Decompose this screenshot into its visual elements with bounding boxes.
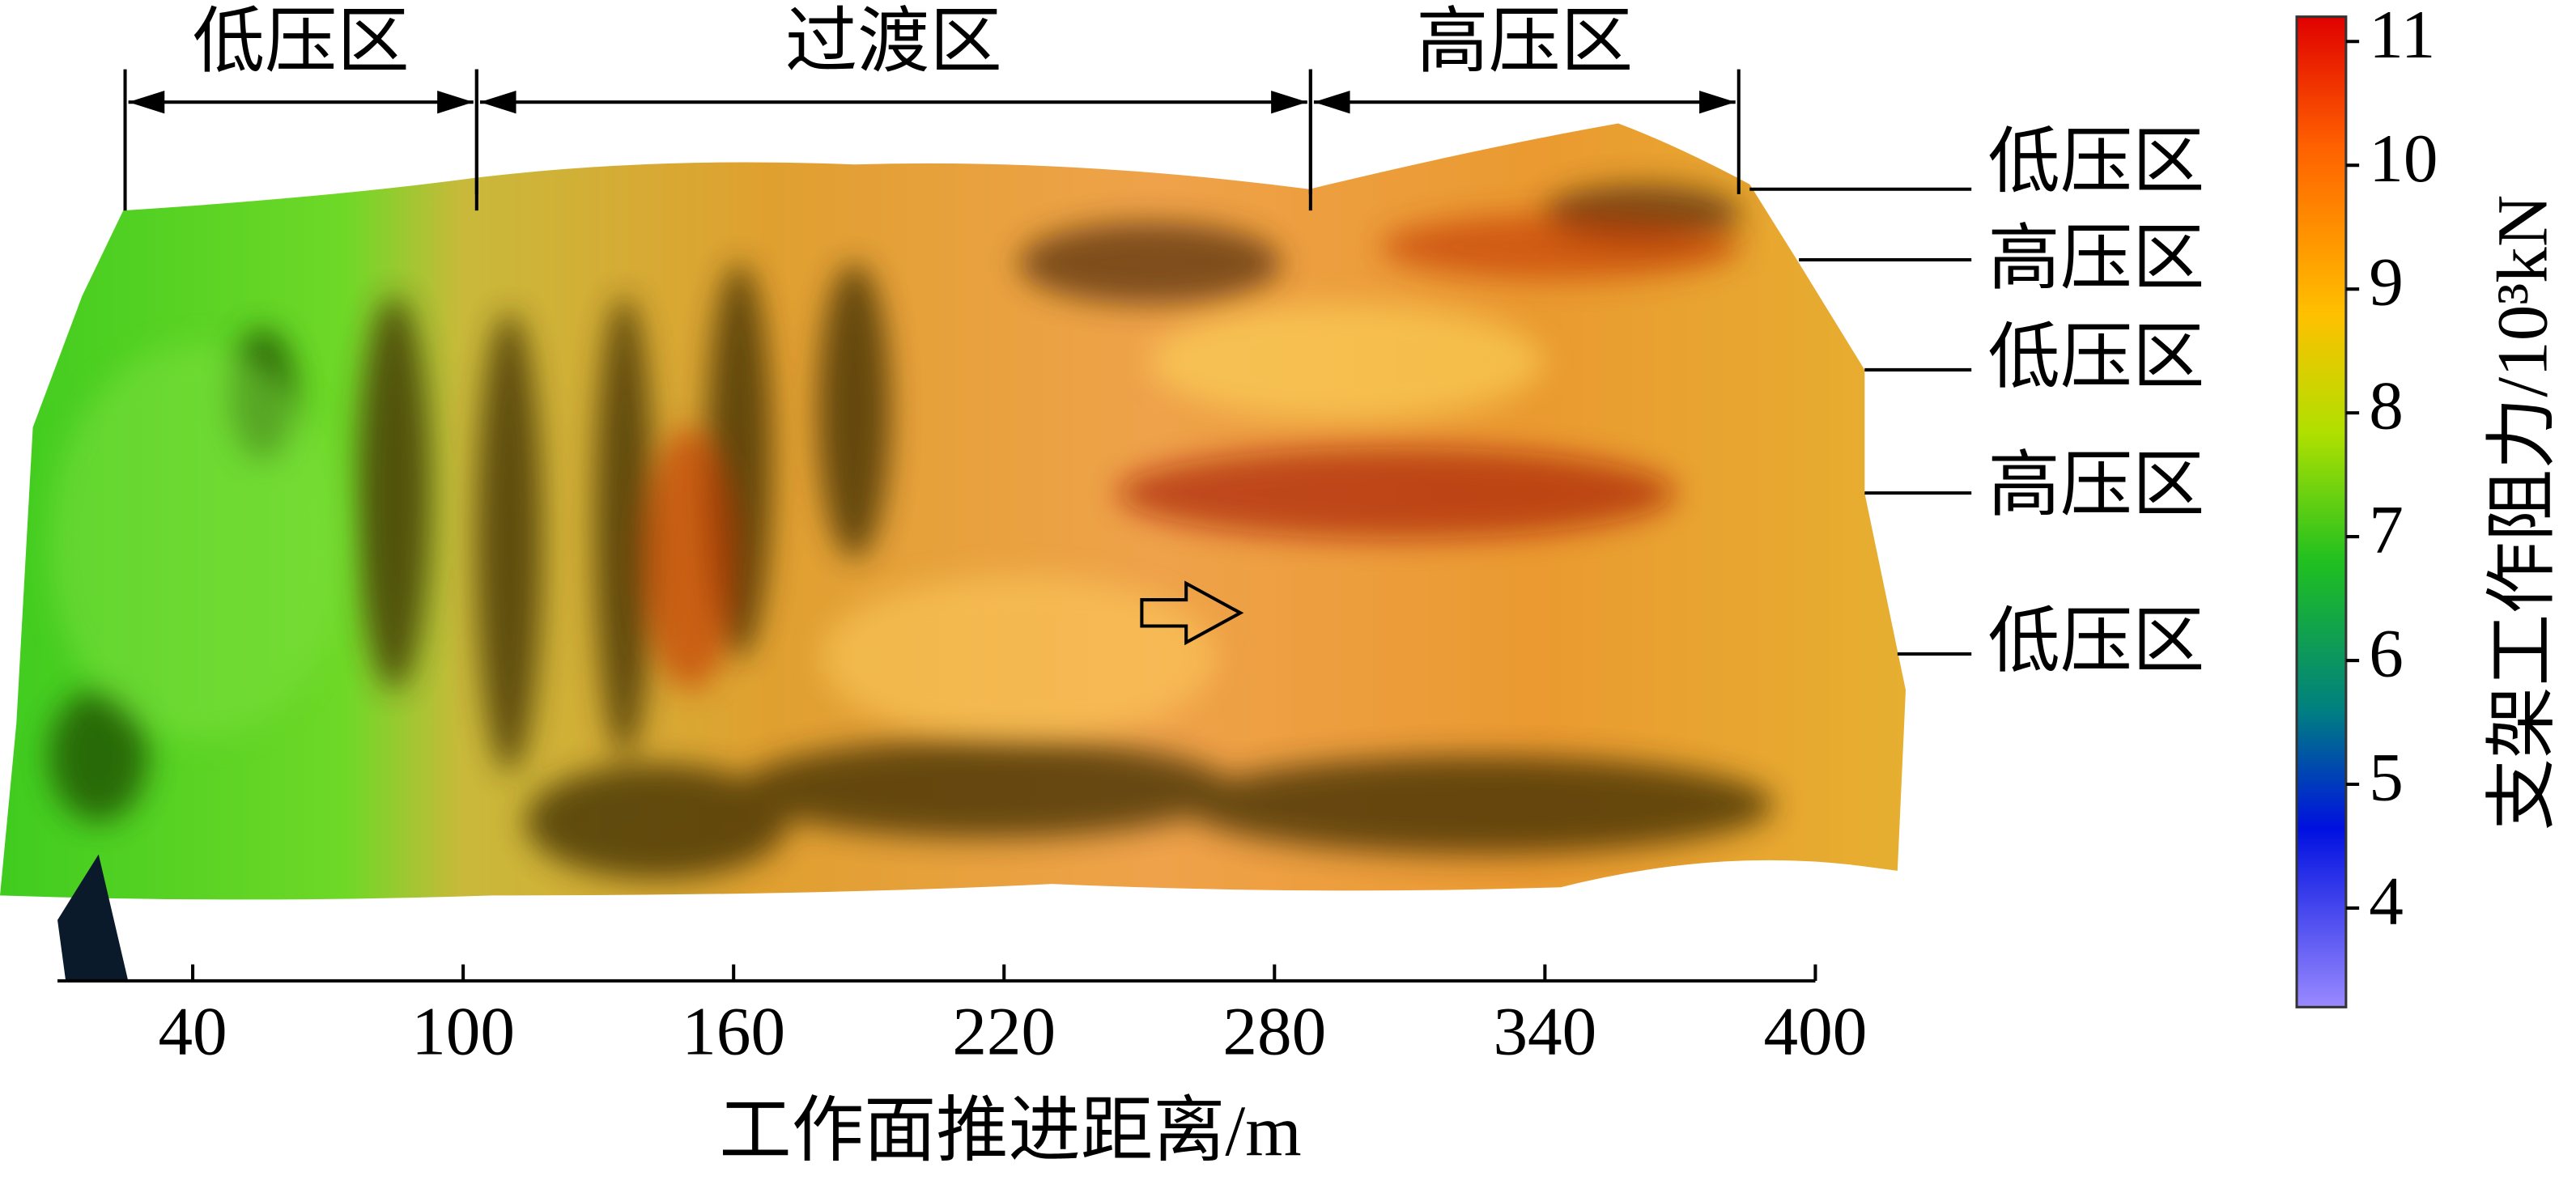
zone-label: 低压区 — [193, 2, 410, 83]
x-axis-label: 工作面推进距离/m — [719, 1091, 1301, 1171]
colorbar-tick-label: 4 — [2369, 864, 2404, 940]
zone-arrowhead — [1271, 90, 1307, 114]
zone-arrowhead — [479, 90, 516, 114]
zone-arrowhead — [1699, 90, 1736, 114]
x-tick-label: 40 — [158, 993, 227, 1069]
zone-arrowhead — [437, 90, 474, 114]
side-label: 高压区 — [1987, 446, 2204, 526]
colorbar-tick-label: 8 — [2369, 368, 2404, 444]
leaders — [1749, 187, 1972, 656]
side-label: 低压区 — [1987, 601, 2204, 681]
colorbar — [2295, 15, 2348, 1008]
surface — [0, 123, 1906, 900]
x-tick-label: 340 — [1493, 993, 1596, 1069]
arrow-icon — [1140, 580, 1244, 646]
side-label: 高压区 — [1987, 219, 2204, 299]
side-label: 低压区 — [1987, 317, 2204, 397]
side-label: 低压区 — [1987, 122, 2204, 202]
colorbar-tick-label: 6 — [2369, 616, 2404, 692]
colorbar-tick-label: 7 — [2369, 492, 2404, 568]
surface-corner — [57, 854, 129, 981]
colorbar-tick-label: 5 — [2369, 740, 2404, 816]
zone-label: 高压区 — [1416, 2, 1633, 83]
zone-arrowhead — [1313, 90, 1350, 114]
zone-arrowhead — [128, 90, 165, 114]
colorbar-label: 支架工作阻力/10³kN — [2483, 195, 2563, 831]
x-tick-label: 220 — [952, 993, 1056, 1069]
x-tick-label: 160 — [682, 993, 785, 1069]
colorbar-tick-label: 10 — [2369, 121, 2438, 197]
zone-label: 过渡区 — [785, 2, 1002, 83]
x-tick-label: 400 — [1764, 993, 1868, 1069]
colorbar-tick-label: 9 — [2369, 244, 2404, 321]
colorbar-tick-label: 11 — [2369, 0, 2435, 73]
x-tick-label: 100 — [411, 993, 515, 1069]
x-tick-label: 280 — [1222, 993, 1326, 1069]
